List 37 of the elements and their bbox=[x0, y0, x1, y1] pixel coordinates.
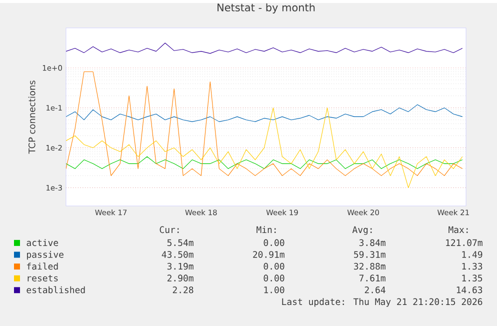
text: 1.33 bbox=[462, 262, 482, 270]
legend-label: established bbox=[26, 286, 85, 294]
text: Last update: Thu May 21 21:20:15 2026 bbox=[282, 298, 482, 307]
text: 2.64 bbox=[364, 286, 386, 294]
text: Avg: bbox=[352, 226, 372, 235]
text: 3.84m bbox=[359, 239, 386, 246]
text: 1.00 bbox=[264, 286, 284, 294]
text: 14.63 bbox=[456, 286, 482, 294]
text: 121.07m bbox=[446, 239, 482, 246]
text: 59.31m bbox=[354, 251, 386, 258]
text: Cur: bbox=[160, 226, 179, 234]
text: 1.49 bbox=[462, 251, 482, 258]
line-series bbox=[66, 104, 463, 122]
text: 0.00 bbox=[264, 239, 284, 246]
legend-label: active bbox=[26, 239, 58, 246]
text: 2.90m bbox=[167, 274, 194, 282]
line-series bbox=[66, 156, 463, 169]
text: 1.35 bbox=[462, 274, 482, 282]
text: 0.00 bbox=[264, 274, 284, 282]
text: 0.00 bbox=[264, 262, 284, 270]
legend-label: failed bbox=[27, 262, 58, 270]
legend-label: resets bbox=[28, 275, 58, 282]
text: Max: bbox=[448, 226, 468, 234]
y-axis-title: TCP connections bbox=[28, 80, 36, 154]
text: 7.61m bbox=[359, 274, 386, 282]
text: Min: bbox=[256, 226, 276, 233]
line-series bbox=[66, 42, 463, 54]
text: 20.91m bbox=[253, 251, 284, 258]
line-series bbox=[66, 108, 463, 188]
text: 5.54m bbox=[167, 239, 194, 246]
text: 3.19m bbox=[167, 262, 194, 270]
line-series bbox=[66, 72, 463, 176]
legend-label: passive bbox=[27, 250, 64, 260]
text: 32.88m bbox=[354, 262, 386, 270]
text: 43.50m bbox=[162, 251, 194, 258]
text: 2.28 bbox=[172, 286, 194, 294]
chart-title: Netstat - by month bbox=[218, 3, 315, 14]
